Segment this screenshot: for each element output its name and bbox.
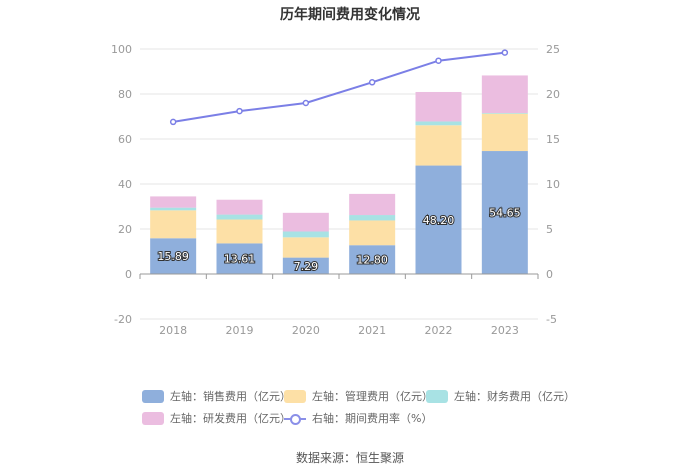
right-axis-tick-label: 0 (546, 268, 553, 281)
legend-item-rnd[interactable]: 左轴：研发费用（亿元） (142, 410, 291, 426)
legend-item-admin[interactable]: 左轴：管理费用（亿元） (284, 388, 433, 404)
expense-ratio-point (435, 57, 442, 64)
legend-item-sales[interactable]: 左轴：销售费用（亿元） (142, 388, 291, 404)
bar (415, 165, 462, 274)
bar (216, 243, 263, 274)
right-axis-tick-label: -5 (546, 313, 557, 326)
x-axis-tick-label: 2021 (358, 324, 386, 337)
left-axis-tick-label: 0 (125, 268, 132, 281)
bar (349, 220, 396, 246)
bar (481, 113, 528, 114)
chart-title: 历年期间费用变化情况 (280, 7, 420, 23)
legend-swatch-admin (284, 389, 306, 403)
expense-ratio-line (173, 51, 505, 123)
right-axis-tick-label: 10 (546, 178, 560, 191)
bar-data-label: 54.65 (489, 207, 521, 220)
bar (349, 193, 396, 216)
bar (282, 212, 329, 232)
x-axis-tick-label: 2020 (292, 324, 320, 337)
bar (282, 257, 329, 274)
bar (282, 237, 329, 258)
bar (150, 196, 197, 208)
legend-label-expense-ratio: 右轴：期间费用率（%） (312, 412, 433, 425)
expense-ratio-point (236, 107, 243, 115)
right-axis-tick-label: 20 (546, 88, 560, 101)
bar (481, 75, 528, 114)
left-axis-tick-label: 20 (118, 223, 132, 236)
expense-ratio-point (368, 79, 376, 86)
bar (150, 238, 197, 274)
legend-item-expense-ratio[interactable]: 右轴：期间费用率（%） (284, 410, 432, 426)
legend-swatch-expense-ratio (284, 412, 306, 425)
bar-data-label: 12.80 (356, 254, 388, 267)
legend-item-finance[interactable]: 左轴：财务费用（亿元） (426, 388, 575, 404)
bar (216, 219, 263, 244)
expense-ratio-point (501, 49, 509, 56)
right-axis-tick-label: 5 (546, 223, 553, 236)
left-axis-tick-label: 80 (118, 88, 132, 101)
legend-label-admin: 左轴：管理费用（亿元） (312, 390, 433, 403)
bar (415, 121, 462, 126)
bar (415, 91, 462, 122)
legend-label-sales: 左轴：销售费用（亿元） (170, 390, 291, 403)
bar (282, 231, 329, 238)
bar (150, 207, 197, 211)
x-axis-tick-label: 2023 (491, 324, 519, 337)
legend-swatch-finance (426, 389, 448, 403)
left-axis-tick-label: 40 (118, 178, 132, 191)
bar (349, 215, 396, 221)
bar (481, 151, 528, 274)
bar (481, 113, 528, 152)
expense-ratio-point (302, 99, 310, 107)
legend-swatch-sales (142, 389, 164, 403)
bar (216, 199, 263, 215)
data-source: 数据来源：恒生聚源 (295, 451, 404, 465)
x-axis-tick-label: 2022 (425, 324, 453, 337)
legend-swatch-rnd (142, 411, 164, 425)
left-axis-tick-label: -20 (114, 313, 132, 326)
bar (349, 245, 396, 274)
x-axis-tick-label: 2018 (159, 324, 187, 337)
bar (150, 210, 197, 239)
bar (415, 125, 462, 166)
legend-label-finance: 左轴：财务费用（亿元） (454, 390, 575, 403)
bar-data-label: 15.89 (157, 250, 189, 263)
x-axis-tick-label: 2019 (226, 324, 254, 337)
legend-label-rnd: 左轴：研发费用（亿元） (170, 412, 291, 425)
expense-ratio-point (169, 118, 177, 126)
left-axis-tick-label: 60 (118, 133, 132, 146)
bar (216, 214, 263, 220)
right-axis-tick-label: 25 (546, 43, 560, 56)
bar-data-label: 48.20 (423, 214, 455, 227)
bar-data-label: 7.29 (294, 260, 319, 273)
bar-data-label: 13.61 (224, 253, 256, 266)
left-axis-tick-label: 100 (111, 43, 132, 56)
right-axis-tick-label: 15 (546, 133, 560, 146)
